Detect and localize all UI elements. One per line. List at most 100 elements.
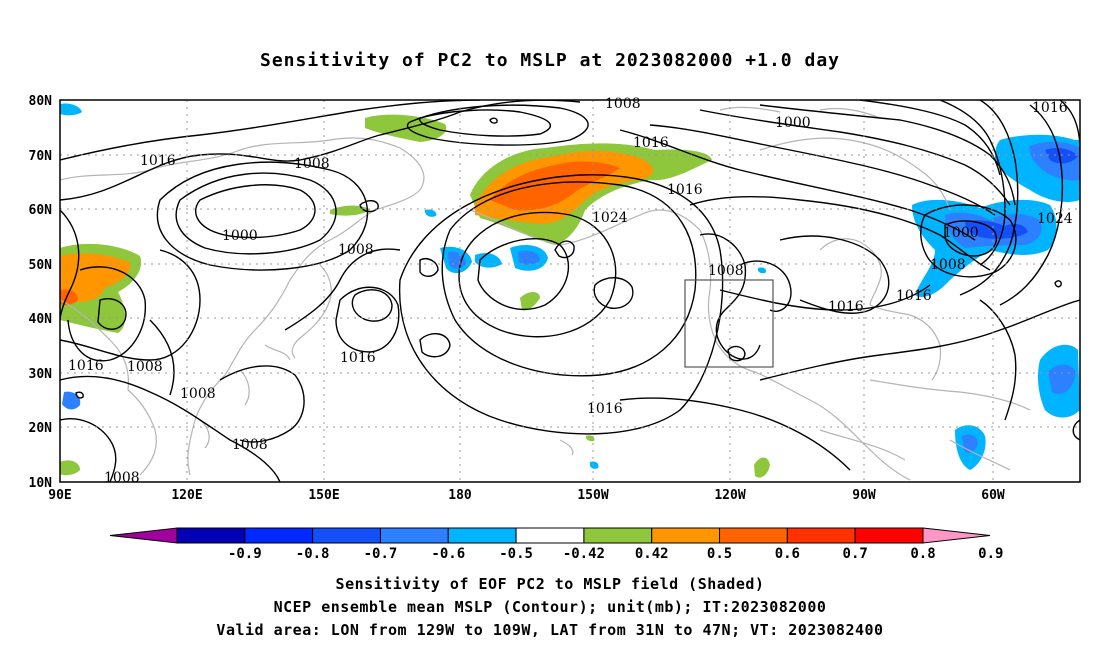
colorbar-swatch [244, 527, 314, 544]
lat-label: 40N [29, 312, 53, 327]
mslp-contour [699, 233, 761, 360]
shade-positive-area [586, 435, 595, 442]
mslp-contour [719, 284, 931, 311]
longitude-labels: 90E 120E 150E 180 150W 120W 90W 60W [48, 488, 1005, 503]
coastline [187, 374, 226, 476]
mslp-contour [699, 109, 1011, 206]
contour-layer [60, 100, 1080, 482]
colorbar-label: -0.42 [563, 546, 605, 562]
contour-label: 1016 [1032, 100, 1068, 116]
lon-label: 90W [852, 488, 876, 503]
colorbar-label: -0.8 [296, 546, 330, 562]
contour-label: 1016 [633, 135, 669, 151]
colorbar-swatch [379, 527, 449, 544]
contour-label: 1016 [828, 299, 864, 315]
mslp-contour [739, 260, 792, 312]
lat-label: 70N [29, 149, 53, 164]
contour-label: 1008 [930, 257, 966, 273]
shade-positive-area [490, 161, 620, 211]
mslp-contour [219, 365, 305, 443]
valid-area-box [684, 279, 774, 368]
mslp-contour [689, 196, 991, 271]
contour-label: 1008 [232, 437, 268, 453]
colorbar-swatch [583, 527, 653, 544]
colorbar-label: 0.5 [707, 546, 732, 562]
colorbar-swatch [854, 527, 924, 544]
contour-label: 1016 [140, 153, 176, 169]
coastline [949, 439, 1011, 471]
contour-label: 1024 [1037, 211, 1073, 227]
mslp-contour [156, 161, 369, 271]
mslp-contour [944, 220, 997, 257]
contour-label: 1008 [605, 96, 641, 112]
lat-label: 10N [29, 476, 53, 491]
mslp-contour [779, 235, 890, 314]
shade-negative-area [60, 103, 82, 116]
colorbar: -0.9 -0.8 -0.7 -0.6 -0.5 -0.42 0.42 0.5 0.6 0.7 0.… [109, 527, 1003, 562]
mslp-contour [859, 100, 1001, 176]
mslp-contour [351, 289, 393, 322]
coastline [60, 137, 401, 181]
mslp-contour [619, 397, 851, 471]
coastline [699, 229, 911, 481]
coastline-layer [60, 106, 1031, 481]
mslp-contour [67, 266, 146, 362]
mslp-contour [959, 100, 1019, 296]
lat-label: 60N [29, 203, 53, 218]
colorbar-label: 0.8 [910, 546, 935, 562]
colorbar-swatch [176, 527, 246, 544]
mslp-contour [419, 333, 451, 358]
colorbar-arrow-high [922, 527, 991, 544]
shade-positive-area [754, 457, 770, 478]
mslp-contour [1072, 419, 1080, 441]
shade-negative-area [1045, 148, 1078, 164]
contour-label: 1016 [68, 358, 104, 374]
colorbar-swatch [447, 527, 517, 544]
colorbar-label: 0.9 [978, 546, 1003, 562]
contour-label: 1008 [338, 242, 374, 258]
mslp-contour [60, 249, 201, 361]
colorbar-label: -0.9 [228, 546, 262, 562]
shade-negative-area [1048, 364, 1076, 394]
mslp-contour [284, 248, 401, 331]
coastline [60, 299, 130, 391]
colorbar-arrow-low [109, 527, 178, 544]
mslp-contour [619, 129, 976, 241]
contour-label: 1016 [587, 401, 623, 417]
mslp-contour [149, 319, 175, 396]
mslp-contour [406, 104, 589, 146]
mslp-contour [60, 375, 281, 482]
colorbar-swatch [786, 527, 856, 544]
colorbar-swatch [515, 527, 585, 544]
contour-label: 1008 [104, 470, 140, 486]
lat-label: 80N [29, 94, 53, 109]
mslp-contour [75, 391, 84, 399]
mslp-contour [458, 211, 617, 338]
mslp-contour [60, 100, 481, 161]
contour-label: 1016 [340, 350, 376, 366]
colorbar-label: -0.5 [499, 546, 533, 562]
colorbar-label: 0.42 [635, 546, 669, 562]
coastline [819, 238, 882, 306]
colorbar-label: -0.7 [364, 546, 398, 562]
mslp-contour [97, 298, 127, 330]
colorbar-swatch [312, 527, 381, 544]
coastline [719, 106, 781, 113]
coastline [224, 147, 425, 376]
contour-label: 1000 [943, 225, 979, 241]
mslp-contour [920, 204, 1017, 278]
latitude-labels: 80N 70N 60N 50N 40N 30N 20N 10N [29, 94, 53, 491]
coastline [264, 344, 291, 361]
mslp-contour [359, 200, 379, 213]
mslp-contour [441, 181, 697, 377]
coastline [559, 439, 574, 456]
mslp-contour [194, 184, 316, 239]
shade-negative-area [518, 250, 540, 265]
shade-negative-area [425, 209, 437, 217]
contour-label: 1008 [708, 263, 744, 279]
mslp-contour [759, 299, 1080, 381]
lon-label: 120W [714, 488, 745, 503]
lon-label: 150W [577, 488, 608, 503]
lon-label: 60W [981, 488, 1005, 503]
